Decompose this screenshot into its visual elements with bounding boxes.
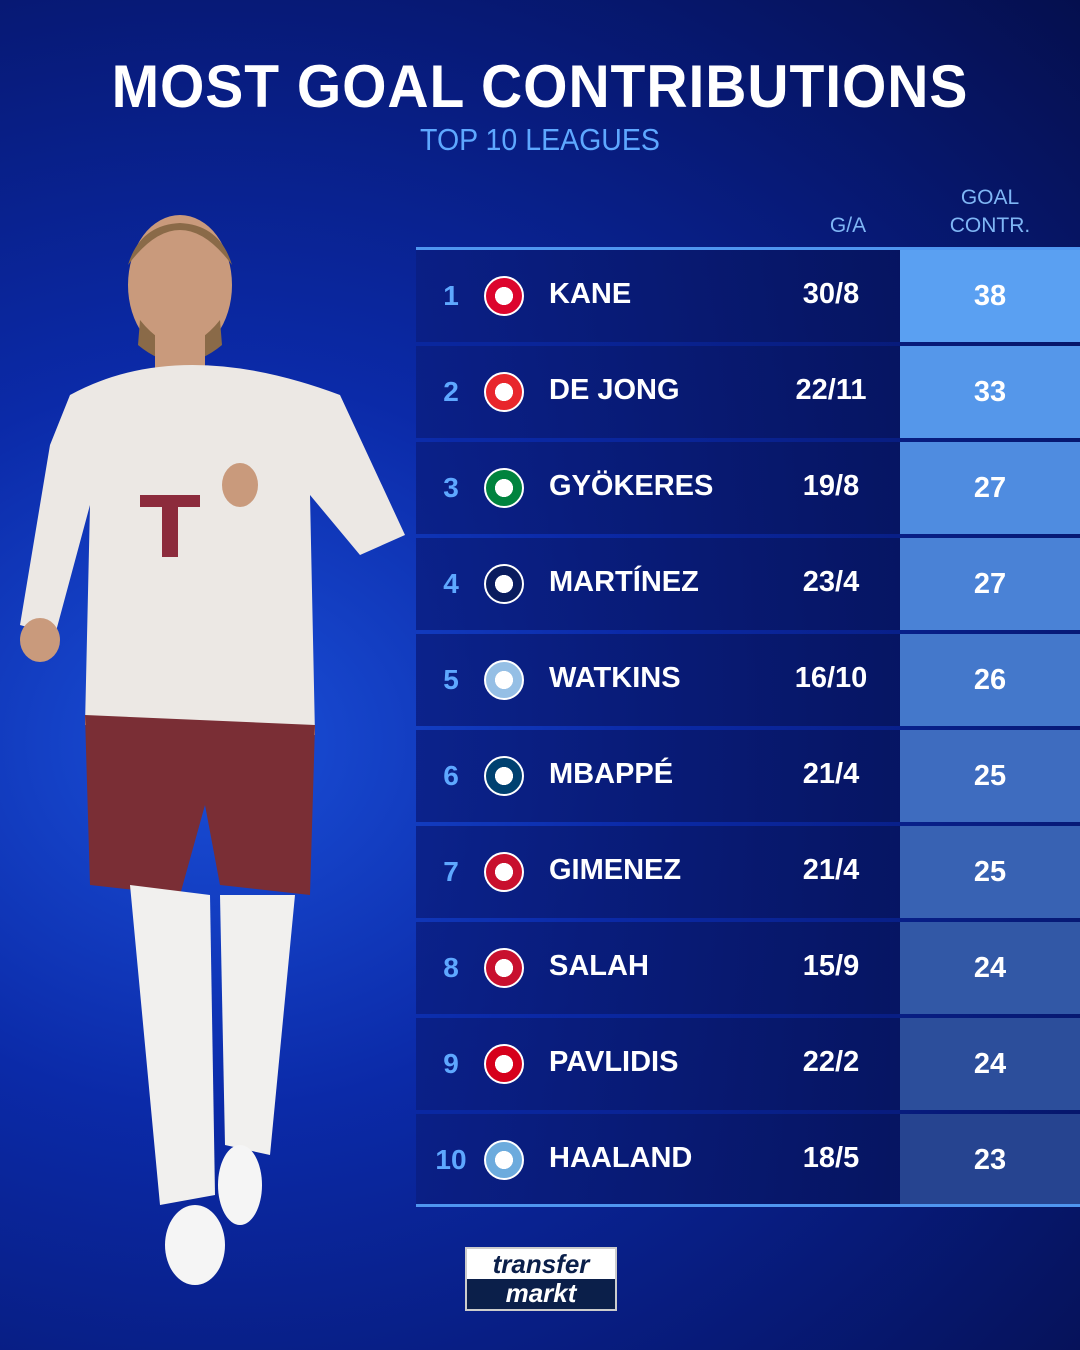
column-header-ga: G/A xyxy=(829,214,867,237)
table-row: 7 GIMENEZ 21/4 xyxy=(416,826,900,918)
player-name: MBAPPÉ xyxy=(549,758,674,790)
rank: 3 xyxy=(443,472,459,503)
player-name: WATKINS xyxy=(549,662,681,694)
table-row: 3 GYÖKERES 19/8 xyxy=(416,442,900,534)
table-row: 6 MBAPPÉ 21/4 xyxy=(416,730,900,822)
goal-contributions-total: 33 xyxy=(900,346,1080,438)
table-top-rule xyxy=(416,247,1080,250)
goal-contributions-total: 24 xyxy=(900,922,1080,1014)
logo-line1: transfer xyxy=(467,1249,615,1279)
goals-assists: 30/8 xyxy=(802,278,860,310)
sporting-cp-crest-icon xyxy=(484,468,524,508)
goals-assists: 22/11 xyxy=(795,374,867,406)
feyenoord-crest-icon xyxy=(484,852,524,892)
goal-contributions-total: 38 xyxy=(900,250,1080,342)
inter-milan-crest-icon xyxy=(484,564,524,604)
psv-crest-icon xyxy=(484,372,524,412)
player-name: PAVLIDIS xyxy=(549,1046,679,1078)
goal-contributions-total: 25 xyxy=(900,826,1080,918)
goals-assists: 21/4 xyxy=(802,854,860,886)
rank: 6 xyxy=(443,760,459,791)
player-name: KANE xyxy=(549,278,632,310)
player-photo xyxy=(20,215,405,1285)
goals-assists: 23/4 xyxy=(802,566,860,598)
table-bottom-rule xyxy=(416,1204,1080,1207)
rank: 2 xyxy=(443,376,459,407)
goals-assists: 18/5 xyxy=(802,1142,860,1174)
table-row: 2 DE JONG 22/11 xyxy=(416,346,900,438)
goals-assists: 22/2 xyxy=(802,1046,860,1078)
table-row: 4 MARTÍNEZ 23/4 xyxy=(416,538,900,630)
az-alkmaar-crest-icon xyxy=(484,1044,524,1084)
rank: 7 xyxy=(443,856,459,887)
table-row: 8 SALAH 15/9 xyxy=(416,922,900,1014)
column-header-goal-contr-line2: CONTR. xyxy=(949,214,1031,237)
goals-assists: 21/4 xyxy=(802,758,860,790)
rank: 8 xyxy=(443,952,459,983)
goal-contributions-total: 23 xyxy=(900,1114,1080,1206)
goals-assists: 19/8 xyxy=(802,470,860,502)
goal-contributions-total: 26 xyxy=(900,634,1080,726)
logo-line2: markt xyxy=(505,1278,577,1308)
rank: 4 xyxy=(443,568,459,599)
page-subtitle: TOP 10 LEAGUES xyxy=(420,122,660,157)
aston-villa-crest-icon xyxy=(484,660,524,700)
player-name: SALAH xyxy=(549,950,649,982)
rank: 1 xyxy=(443,280,459,311)
transfermarkt-logo: transfer markt xyxy=(465,1247,617,1311)
player-name: GIMENEZ xyxy=(549,854,682,886)
table-row: 1 KANE 30/8 xyxy=(416,250,900,342)
psg-crest-icon xyxy=(484,756,524,796)
player-name: GYÖKERES xyxy=(549,470,714,502)
rank: 10 xyxy=(435,1144,467,1175)
column-header-goal-contr-line1: GOAL xyxy=(960,186,1020,209)
bayern-munich-crest-icon xyxy=(484,276,524,316)
goals-assists: 15/9 xyxy=(802,950,860,982)
page-title: MOST GOAL CONTRIBUTIONS xyxy=(111,53,969,120)
column-header-goal-contr: GOAL CONTR. xyxy=(920,184,1060,240)
liverpool-crest-icon xyxy=(484,948,524,988)
goal-contributions-total: 25 xyxy=(900,730,1080,822)
rank: 9 xyxy=(443,1048,459,1079)
manchester-city-crest-icon xyxy=(484,1140,524,1180)
goal-contributions-total: 27 xyxy=(900,538,1080,630)
table-row: 9 PAVLIDIS 22/2 xyxy=(416,1018,900,1110)
goal-contributions-total: 27 xyxy=(900,442,1080,534)
player-name: HAALAND xyxy=(549,1142,693,1174)
player-name: MARTÍNEZ xyxy=(549,566,699,598)
goal-contributions-total: 24 xyxy=(900,1018,1080,1110)
player-name: DE JONG xyxy=(549,374,680,406)
table-row: 10 HAALAND 18/5 xyxy=(416,1114,900,1206)
rank: 5 xyxy=(443,664,459,695)
table-row: 5 WATKINS 16/10 xyxy=(416,634,900,726)
goals-assists: 16/10 xyxy=(794,662,868,694)
